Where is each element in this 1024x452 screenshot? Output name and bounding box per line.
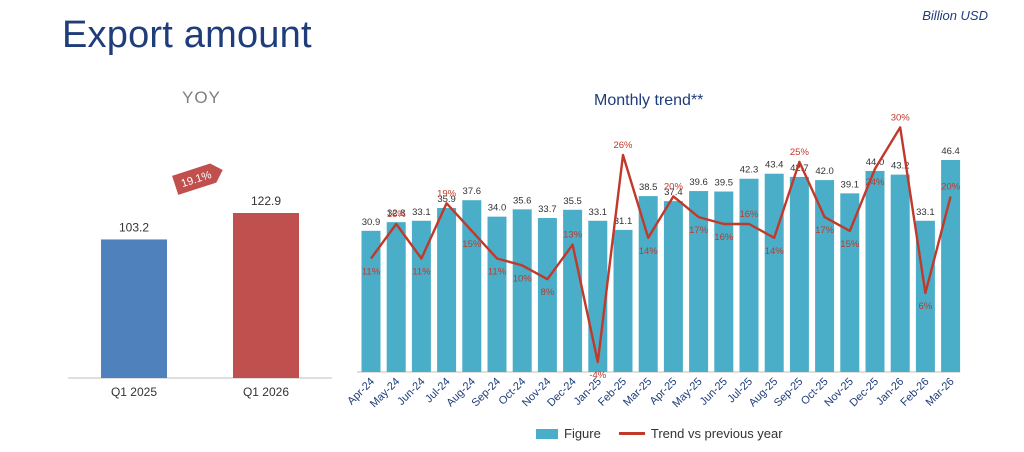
monthly-bar — [815, 180, 835, 372]
trend-line — [370, 126, 952, 364]
legend-trend-label: Trend vs previous year — [650, 426, 783, 441]
trend-value-label: 25% — [790, 147, 810, 158]
monthly-bar — [361, 230, 381, 372]
monthly-bar — [588, 220, 608, 372]
page-title: Export amount — [62, 14, 312, 56]
trend-value-label: 17% — [815, 225, 835, 236]
trend-value-label: -4% — [589, 370, 606, 381]
monthly-bar-value-label: 30.9 — [362, 217, 381, 228]
legend-figure-swatch — [536, 428, 558, 439]
trend-value-label: 16% — [714, 232, 734, 243]
trend-value-label: 6% — [919, 301, 933, 312]
legend-trend-swatch — [618, 432, 645, 435]
monthly-bar-value-label: 39.6 — [689, 177, 708, 188]
trend-value-label: 19% — [437, 188, 457, 199]
trend-value-label: 30% — [891, 112, 911, 123]
trend-value-label: 11% — [412, 267, 431, 278]
monthly-chart-title: Monthly trend** — [594, 92, 704, 109]
yoy-chart-title: YOY — [182, 88, 221, 107]
yoy-value-label: 103.2 — [119, 220, 149, 234]
trend-value-label: 20% — [664, 181, 684, 192]
monthly-category-label: Dec-25 — [848, 376, 882, 410]
trend-value-label: 14% — [639, 246, 659, 257]
monthly-bar — [386, 222, 406, 372]
monthly-bar-value-label: 31.1 — [614, 216, 633, 227]
monthly-bar — [865, 170, 885, 372]
monthly-bar — [739, 178, 759, 372]
trend-value-label: 14% — [765, 246, 785, 257]
monthly-legend: Figure Trend vs previous year — [536, 426, 783, 441]
monthly-bar — [638, 196, 658, 372]
yoy-bar — [101, 239, 167, 378]
trend-value-label: 11% — [362, 267, 381, 278]
monthly-category-label: Mar-26 — [924, 376, 957, 409]
monthly-category-label: Dec-24 — [545, 376, 579, 410]
trend-value-label: 11% — [488, 267, 507, 278]
monthly-bar-value-label: 35.5 — [563, 196, 582, 207]
monthly-bar-value-label: 33.1 — [916, 207, 935, 218]
monthly-bar — [663, 201, 683, 372]
monthly-bar-value-label: 32.8 — [387, 208, 406, 219]
trend-value-label: 26% — [613, 140, 633, 151]
trend-value-label: 10% — [513, 273, 533, 284]
monthly-bar — [764, 173, 784, 372]
monthly-bar-value-label: 42.3 — [740, 165, 759, 176]
trend-value-label: 15% — [840, 239, 860, 250]
trend-value-label: 16% — [387, 209, 407, 220]
monthly-bar — [512, 209, 532, 372]
monthly-bar — [537, 218, 557, 372]
monthly-bar — [613, 229, 633, 372]
trend-value-label: 20% — [941, 181, 961, 192]
monthly-bar-value-label: 33.1 — [412, 207, 431, 218]
monthly-bar-value-label: 39.5 — [715, 178, 734, 189]
monthly-bar-value-label: 46.4 — [941, 146, 960, 157]
monthly-category-label: Sep-24 — [470, 376, 504, 410]
monthly-bar-value-label: 38.5 — [639, 182, 658, 193]
trend-value-label: 24% — [865, 177, 885, 188]
monthly-category-label: Jun-25 — [698, 376, 730, 408]
trend-value-label: 16% — [739, 209, 759, 220]
monthly-category-label: Sep-25 — [772, 376, 806, 410]
monthly-bar — [714, 191, 734, 372]
yoy-value-label: 122.9 — [251, 194, 281, 208]
monthly-bar — [789, 176, 809, 372]
monthly-bar-value-label: 34.0 — [488, 203, 507, 214]
monthly-bar-value-label: 35.6 — [513, 195, 532, 206]
monthly-bar-value-label: 35.9 — [437, 194, 456, 205]
monthly-bar — [890, 174, 910, 372]
monthly-bar — [411, 220, 431, 372]
monthly-bar-value-label: 33.1 — [589, 207, 608, 218]
monthly-category-label: Jun-24 — [395, 376, 427, 408]
monthly-bar — [437, 207, 457, 372]
monthly-bar-value-label: 33.7 — [538, 204, 557, 215]
monthly-bar-value-label: 44.0 — [866, 157, 885, 168]
monthly-bar-value-label: 42.0 — [815, 166, 834, 177]
trend-value-label: 15% — [462, 239, 482, 250]
monthly-bar-value-label: 42.7 — [790, 163, 809, 174]
monthly-bar — [487, 216, 507, 372]
unit-label: Billion USD — [922, 8, 988, 23]
monthly-bar-value-label: 39.1 — [841, 179, 860, 190]
yoy-bar — [233, 213, 299, 378]
monthly-bar-value-label: 37.6 — [463, 186, 482, 197]
trend-value-label: 8% — [541, 287, 555, 298]
growth-badge-shape — [172, 163, 223, 195]
trend-value-label: 17% — [689, 225, 709, 236]
monthly-bar-value-label: 43.4 — [765, 160, 784, 171]
monthly-bar-value-label: 37.4 — [664, 187, 683, 198]
monthly-bar — [840, 193, 860, 372]
monthly-bar — [462, 200, 482, 372]
yoy-category-label: Q1 2025 — [111, 385, 157, 399]
monthly-bar — [689, 191, 709, 372]
growth-badge: 19.1% — [172, 163, 223, 195]
yoy-category-label: Q1 2026 — [243, 385, 289, 399]
monthly-category-label: Mar-25 — [621, 376, 654, 409]
trend-value-label: 13% — [563, 230, 583, 241]
legend-figure-label: Figure — [564, 426, 601, 441]
monthly-bar-value-label: 43.2 — [891, 161, 910, 172]
